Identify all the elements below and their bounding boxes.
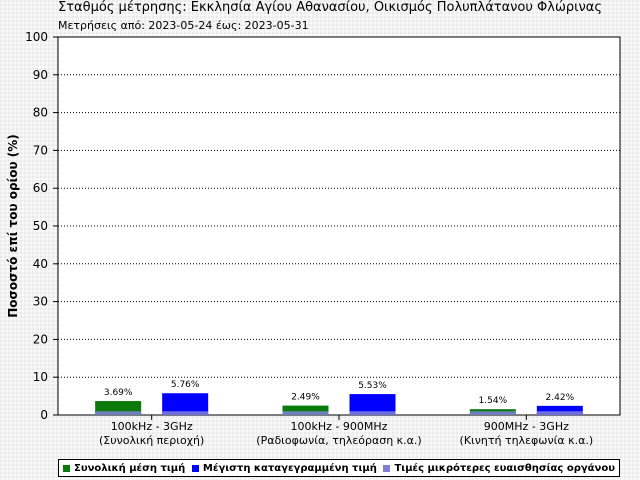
- legend-label-max: Μέγιστη καταγεγραμμένη τιμή: [202, 462, 377, 474]
- chart-title: Σταθμός μέτρησης: Εκκλησία Αγίου Αθανασί…: [58, 0, 602, 15]
- bar-sensitivity: [282, 411, 329, 415]
- legend-swatch-sensitivity: [383, 464, 391, 472]
- legend-label-sensitivity: Τιμές μικρότερες ευαισθησίας οργάνου: [394, 462, 615, 474]
- bar-max: [349, 394, 396, 415]
- bar-sensitivity: [162, 411, 209, 415]
- y-tick-label: 50: [33, 219, 48, 233]
- y-tick-label: 30: [33, 295, 48, 309]
- y-tick-label: 60: [33, 181, 48, 195]
- data-label: 5.76%: [171, 380, 200, 390]
- bar-sensitivity: [469, 411, 516, 415]
- bar-sensitivity: [349, 411, 396, 415]
- y-tick-label: 90: [33, 68, 48, 82]
- legend-swatch-mean: [63, 464, 70, 472]
- legend-item-mean: Συνολική μέση τιμή: [63, 463, 185, 474]
- legend-label-mean: Συνολική μέση τιμή: [74, 462, 186, 474]
- axis-layer: 0 10 20 30 40 50 60 70 80 90 100 100kHz - 3GHz(Συνο…: [25, 30, 593, 447]
- grid-layer: [58, 74, 620, 378]
- legend-swatch-max: [191, 464, 199, 472]
- y-tick-label: 10: [33, 370, 48, 384]
- y-tick-label: 20: [33, 332, 48, 346]
- legend-item-max: Μέγιστη καταγεγραμμένη τιμή: [191, 462, 377, 474]
- y-tick-label: 80: [33, 106, 48, 120]
- data-label: 3.69%: [104, 388, 133, 398]
- chart-subtitle: Μετρήσεις από: 2023-05-24 έως: 2023-05-3…: [58, 19, 309, 32]
- legend: Συνολική μέση τιμή Μέγιστη καταγεγραμμέν…: [58, 459, 620, 477]
- data-label: 2.49%: [291, 393, 320, 403]
- x-tick-label: (Κινητή τηλεφωνία κ.α.): [460, 434, 594, 447]
- x-tick-label: 900MHz - 3GHz: [484, 420, 569, 433]
- x-tick-label: 100kHz - 900MHz: [291, 420, 388, 433]
- data-label: 1.54%: [479, 396, 508, 406]
- y-axis-label: Ποσοστό επί του ορίου (%): [6, 134, 20, 318]
- legend-item-sensitivity: Τιμές μικρότερες ευαισθησίας οργάνου: [383, 463, 615, 474]
- y-tick-label: 100: [25, 30, 48, 44]
- data-label: 5.53%: [358, 381, 387, 391]
- bar-sensitivity: [536, 411, 583, 415]
- y-tick-label: 40: [33, 257, 48, 271]
- x-tick-label: 100kHz - 3GHz: [111, 420, 193, 433]
- data-label: 2.42%: [546, 393, 575, 403]
- x-tick-label: (Ραδιοφωνία, τηλεόραση κ.α.): [256, 434, 421, 447]
- labels-layer: 3.69% 5.76% 2.49% 5.53% 1.54% 2.42%: [104, 380, 575, 406]
- bars-layer: [95, 393, 583, 415]
- bar-max: [536, 405, 583, 415]
- y-tick-label: 0: [40, 408, 48, 422]
- bar-sensitivity: [95, 411, 142, 415]
- bar-mean: [282, 405, 329, 415]
- x-tick-label: (Συνολική περιοχή): [99, 434, 204, 447]
- y-tick-label: 70: [33, 143, 48, 157]
- bar-max: [162, 393, 209, 415]
